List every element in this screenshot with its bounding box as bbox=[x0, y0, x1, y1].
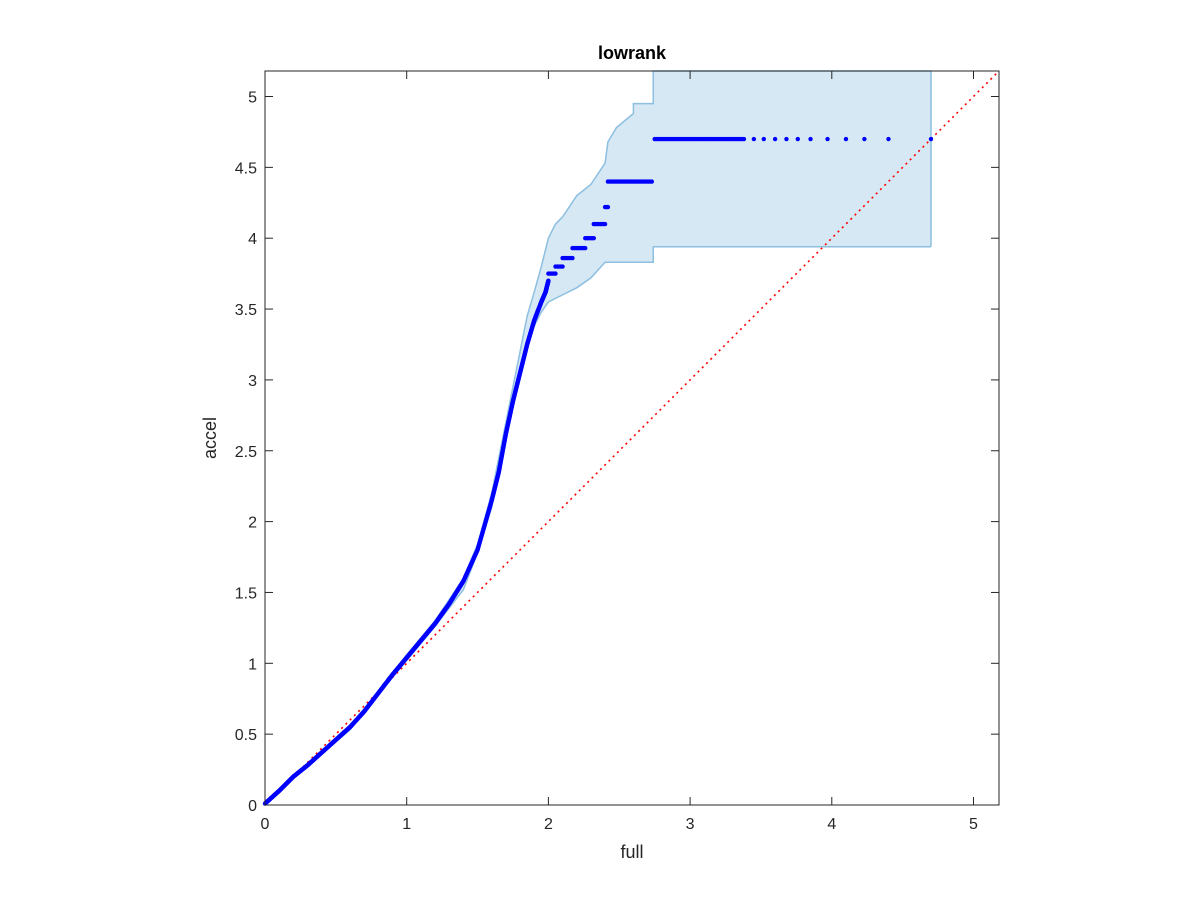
data-point bbox=[808, 136, 813, 142]
chart-title: lowrank bbox=[598, 43, 667, 63]
data-point bbox=[560, 264, 565, 269]
x-tick-label: 5 bbox=[969, 816, 978, 833]
data-point bbox=[649, 179, 655, 184]
x-axis-label: full bbox=[620, 842, 643, 862]
data-point bbox=[751, 136, 757, 142]
y-tick-label: 3.5 bbox=[235, 302, 257, 319]
data-point bbox=[886, 136, 891, 142]
data-point bbox=[862, 136, 867, 142]
y-tick-label: 1.5 bbox=[235, 585, 257, 602]
y-tick-label: 2 bbox=[248, 515, 257, 532]
y-tick-label: 3 bbox=[248, 373, 257, 390]
data-point bbox=[825, 136, 830, 142]
y-tick-label: 4 bbox=[248, 231, 257, 248]
data-point bbox=[784, 136, 789, 142]
data-point bbox=[761, 136, 766, 142]
data-point bbox=[591, 236, 596, 241]
data-point bbox=[928, 136, 934, 142]
data-point bbox=[605, 204, 611, 210]
x-tick-label: 3 bbox=[686, 816, 695, 833]
data-point bbox=[570, 255, 575, 261]
plot-area-frame bbox=[264, 70, 1000, 806]
y-tick-label: 5 bbox=[248, 90, 257, 107]
data-point bbox=[583, 245, 588, 251]
data-point bbox=[602, 221, 608, 227]
data-point bbox=[546, 278, 551, 283]
y-tick-label: 1 bbox=[248, 656, 257, 673]
confidence-band bbox=[265, 71, 931, 805]
y-tick-label: 0 bbox=[248, 798, 257, 815]
y-tick-label: 0.5 bbox=[235, 727, 257, 744]
y-axis-label: accel bbox=[200, 417, 220, 459]
x-tick-label: 0 bbox=[261, 816, 270, 833]
x-tick-label: 2 bbox=[544, 816, 553, 833]
y-tick-label: 4.5 bbox=[235, 160, 257, 177]
data-point bbox=[795, 136, 800, 142]
x-tick-label: 4 bbox=[827, 816, 836, 833]
x-tick-label: 1 bbox=[402, 816, 411, 833]
data-point bbox=[772, 136, 778, 142]
reference-line bbox=[264, 70, 1000, 806]
data-point bbox=[553, 271, 558, 276]
data-point bbox=[843, 136, 849, 142]
y-tick-label: 2.5 bbox=[235, 444, 257, 461]
data-point bbox=[741, 136, 747, 142]
